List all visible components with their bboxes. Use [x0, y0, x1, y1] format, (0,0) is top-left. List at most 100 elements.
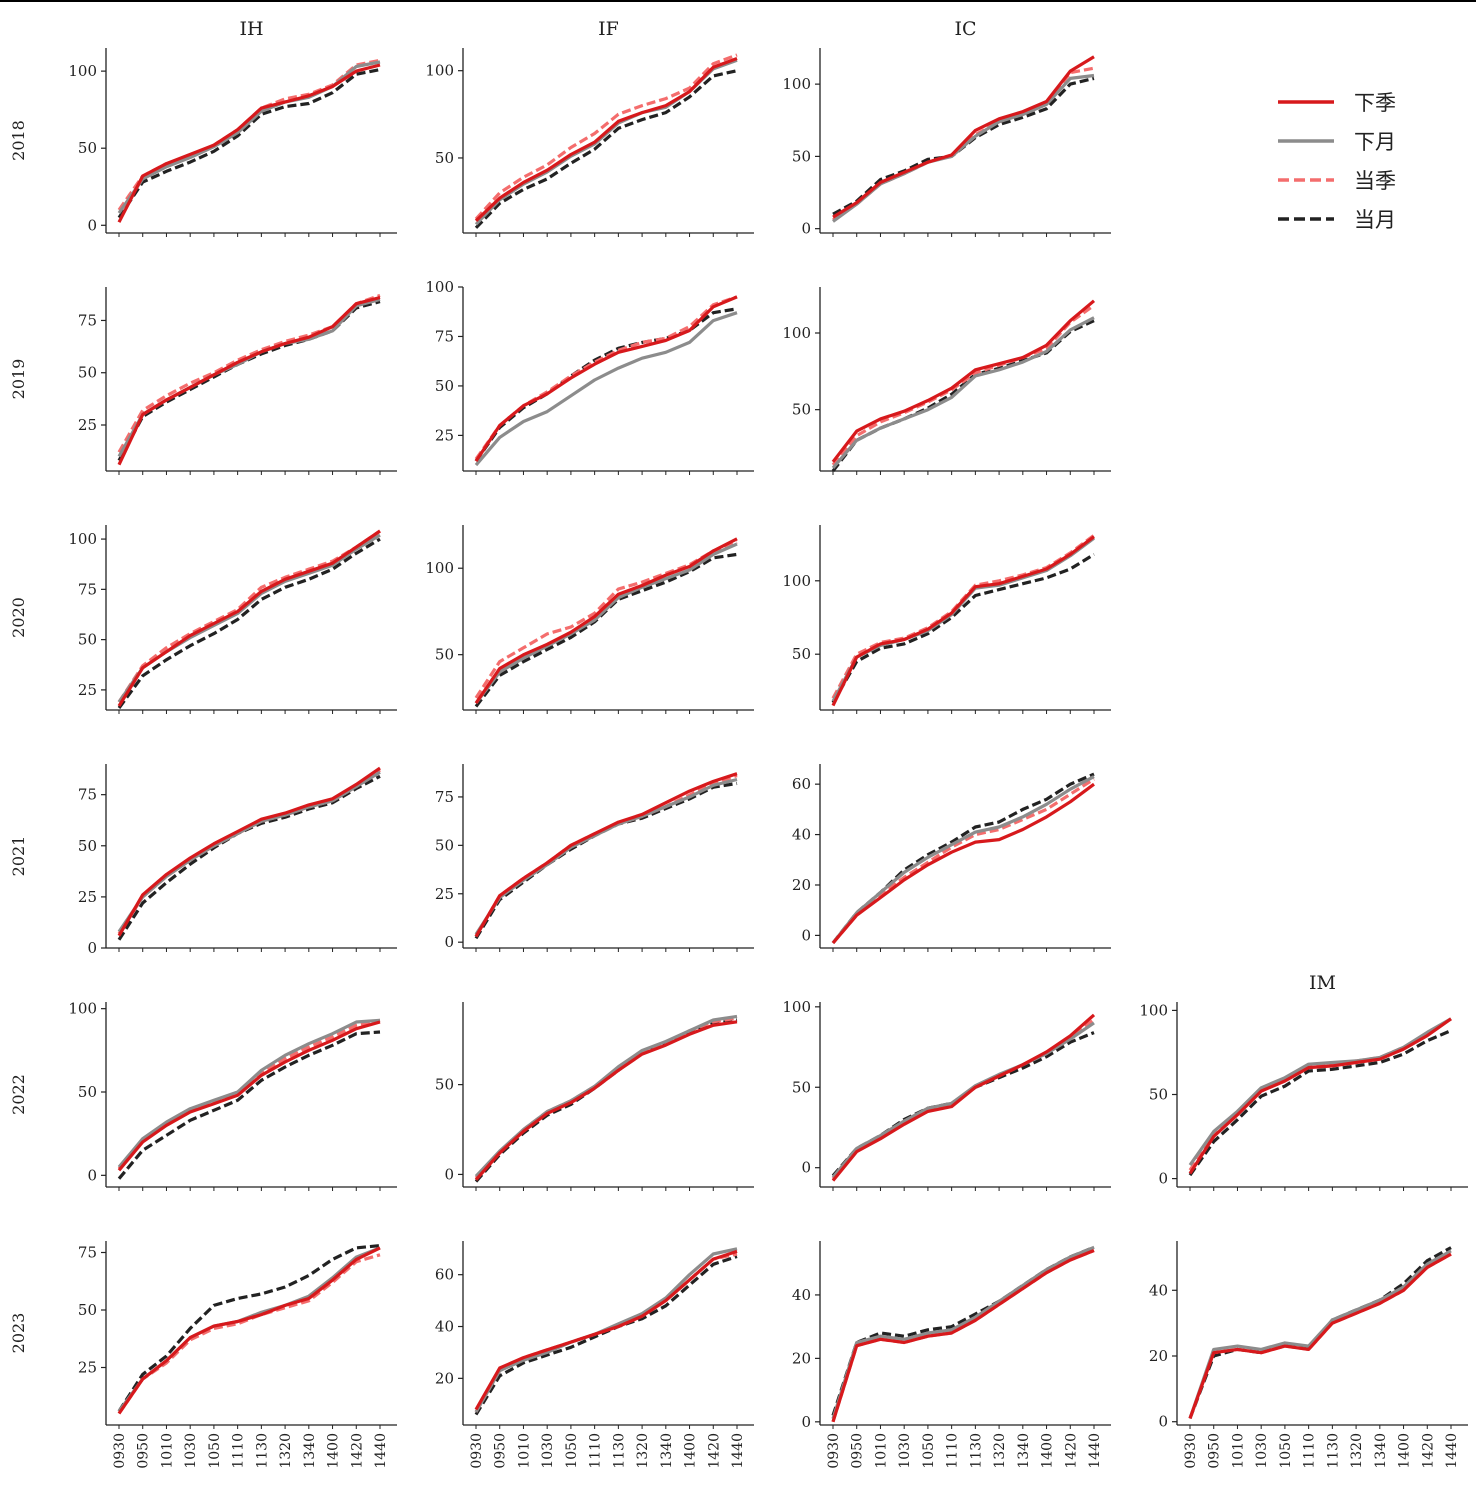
y-tick-label-ih-2019-25: 25 [78, 416, 97, 434]
y-tick-label-if-2018-50: 50 [435, 149, 454, 167]
y-tick-label-ih-2018-50: 50 [78, 139, 97, 157]
series-line-im-2023-下月 [1188, 1249, 1452, 1419]
y-tick-label-if-2020-100: 100 [425, 559, 454, 577]
x-tick-label-im-1340: 1340 [1373, 1433, 1389, 1469]
x-tick-label-ic-1420: 1420 [1063, 1433, 1079, 1469]
series-line-im-2022-下季 [1188, 1017, 1452, 1175]
series-line-if-2022-当季 [474, 1016, 738, 1180]
y-tick-label-im-2022-100: 100 [1139, 1001, 1168, 1019]
series-line-ih-2022-下季 [117, 1020, 381, 1172]
y-tick-label-ih-2020-75: 75 [78, 580, 97, 598]
x-tick-label-ic-1110: 1110 [945, 1433, 961, 1469]
x-tick-label-im-1010: 1010 [1230, 1433, 1246, 1469]
series-line-if-2021-下月 [474, 777, 738, 936]
series-line-ih-2019-下季 [117, 295, 381, 466]
y-tick-label-ih-2023-25: 25 [78, 1359, 97, 1377]
x-tick-label-ih-0950: 0950 [136, 1433, 152, 1469]
x-tick-label-ic-0950: 0950 [850, 1433, 866, 1469]
series-line-ic-2021-当季 [831, 777, 1095, 945]
y-tick-label-ih-2021-50: 50 [78, 837, 97, 855]
x-tick-label-if-1030: 1030 [540, 1433, 556, 1469]
series-line-ih-2023-当月 [117, 1244, 381, 1413]
series-line-ic-2023-下季 [831, 1249, 1095, 1423]
y-tick-label-ic-2021-0: 0 [801, 926, 811, 944]
x-tick-label-if-0950: 0950 [493, 1433, 509, 1469]
y-tick-label-if-2020-50: 50 [435, 646, 454, 664]
series-line-if-2019-下月 [474, 311, 738, 467]
series-line-ic-2021-下月 [831, 775, 1095, 944]
y-tick-label-ic-2022-0: 0 [801, 1159, 811, 1177]
series-line-ih-2023-当季 [117, 1253, 381, 1415]
y-tick-label-im-2023-40: 40 [1149, 1281, 1168, 1299]
x-tick-label-if-0930: 0930 [469, 1433, 485, 1469]
y-tick-label-if-2019-50: 50 [435, 377, 454, 395]
y-tick-label-ih-2022-50: 50 [78, 1083, 97, 1101]
series-line-ih-2020-下月 [117, 533, 381, 703]
x-tick-label-im-1110: 1110 [1302, 1433, 1318, 1469]
series-line-if-2020-下月 [474, 542, 738, 705]
y-tick-label-ic-2022-100: 100 [782, 998, 811, 1016]
x-tick-label-im-1400: 1400 [1397, 1433, 1413, 1469]
x-tick-label-ih-1400: 1400 [326, 1433, 342, 1469]
series-line-if-2023-下季 [474, 1249, 738, 1411]
column-title-if: IF [598, 18, 619, 40]
series-line-ic-2019-当季 [831, 304, 1095, 466]
series-line-if-2020-当月 [474, 552, 738, 708]
x-tick-label-if-1340: 1340 [659, 1433, 675, 1469]
y-tick-label-ih-2022-0: 0 [87, 1166, 97, 1184]
x-tick-label-ic-1320: 1320 [992, 1433, 1008, 1469]
series-line-if-2020-下季 [474, 537, 738, 705]
series-line-ic-2020-下季 [831, 535, 1095, 707]
y-tick-label-if-2023-40: 40 [435, 1318, 454, 1336]
x-tick-label-if-1320: 1320 [635, 1433, 651, 1469]
series-line-ih-2022-当月 [117, 1030, 381, 1180]
y-tick-label-if-2023-60: 60 [435, 1266, 454, 1284]
series-line-if-2018-当季 [474, 53, 738, 221]
legend-label-当月: 当月 [1354, 208, 1396, 232]
x-tick-label-ih-1320: 1320 [278, 1433, 294, 1469]
series-line-ic-2021-下季 [831, 782, 1095, 945]
y-tick-label-if-2021-50: 50 [435, 836, 454, 854]
y-tick-label-ic-2021-40: 40 [792, 826, 811, 844]
y-tick-label-ic-2021-60: 60 [792, 775, 811, 793]
y-tick-label-ih-2023-50: 50 [78, 1301, 97, 1319]
series-line-ih-2023-下季 [117, 1246, 381, 1415]
y-tick-label-im-2022-50: 50 [1149, 1086, 1168, 1104]
x-tick-label-ih-0930: 0930 [112, 1433, 128, 1469]
y-tick-label-if-2023-20: 20 [435, 1369, 454, 1387]
y-tick-label-ic-2021-20: 20 [792, 876, 811, 894]
y-tick-label-ih-2020-50: 50 [78, 631, 97, 649]
x-tick-label-if-1110: 1110 [588, 1433, 604, 1469]
x-tick-label-ic-1440: 1440 [1087, 1433, 1103, 1469]
y-tick-label-ic-2018-100: 100 [782, 75, 811, 93]
x-tick-label-im-0950: 0950 [1207, 1433, 1223, 1469]
y-tick-label-if-2022-0: 0 [444, 1165, 454, 1183]
column-title-ic: IC [954, 18, 976, 40]
legend-label-当季: 当季 [1354, 169, 1396, 193]
series-line-ic-2020-当季 [831, 534, 1095, 700]
series-line-if-2021-当季 [474, 774, 738, 938]
series-line-ic-2020-当月 [831, 553, 1095, 704]
series-line-if-2018-当月 [474, 69, 738, 229]
y-tick-label-ih-2022-100: 100 [68, 1000, 97, 1018]
series-line-ih-2021-下月 [117, 770, 381, 933]
series-line-ic-2022-当季 [831, 1018, 1095, 1181]
series-line-if-2023-当月 [474, 1254, 738, 1416]
y-tick-label-ih-2021-75: 75 [78, 786, 97, 804]
series-line-if-2021-下季 [474, 772, 738, 938]
x-tick-label-im-1130: 1130 [1325, 1433, 1341, 1469]
x-tick-label-im-1440: 1440 [1444, 1433, 1460, 1469]
y-tick-label-ic-2022-50: 50 [792, 1078, 811, 1096]
y-tick-label-ic-2018-50: 50 [792, 147, 811, 165]
y-tick-label-if-2019-75: 75 [435, 327, 454, 345]
row-label-2019: 2019 [9, 359, 28, 400]
series-line-ih-2020-下季 [117, 529, 381, 707]
series-line-ic-2023-下月 [831, 1245, 1095, 1420]
x-tick-label-im-1050: 1050 [1278, 1433, 1294, 1469]
series-line-ic-2022-下季 [831, 1013, 1096, 1182]
x-tick-label-if-1130: 1130 [611, 1433, 627, 1469]
series-line-im-2022-当月 [1188, 1029, 1452, 1177]
x-tick-label-if-1440: 1440 [730, 1433, 746, 1469]
y-tick-label-ih-2019-75: 75 [78, 311, 97, 329]
x-tick-label-ih-1030: 1030 [183, 1433, 199, 1469]
